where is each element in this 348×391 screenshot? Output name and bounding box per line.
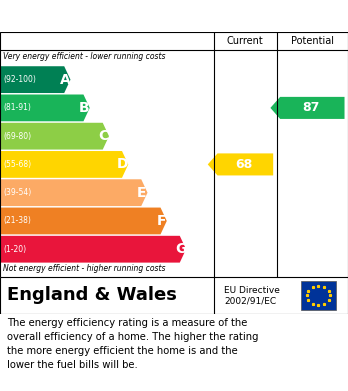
Text: E: E	[137, 186, 147, 200]
Text: EU Directive: EU Directive	[224, 286, 280, 295]
Polygon shape	[0, 236, 186, 263]
Text: (39-54): (39-54)	[3, 188, 32, 197]
Text: 2002/91/EC: 2002/91/EC	[224, 297, 277, 306]
Text: (92-100): (92-100)	[3, 75, 36, 84]
Bar	[301, 281, 336, 310]
Text: (81-91): (81-91)	[3, 103, 31, 112]
Polygon shape	[0, 123, 109, 149]
Text: (21-38): (21-38)	[3, 217, 31, 226]
Text: G: G	[175, 242, 186, 256]
Text: Energy Efficiency Rating: Energy Efficiency Rating	[69, 9, 279, 23]
Text: D: D	[117, 158, 128, 171]
Polygon shape	[0, 208, 167, 234]
Text: (55-68): (55-68)	[3, 160, 32, 169]
Polygon shape	[0, 151, 128, 178]
Text: A: A	[60, 73, 70, 87]
Text: Very energy efficient - lower running costs: Very energy efficient - lower running co…	[3, 52, 165, 61]
Text: Current: Current	[227, 36, 264, 46]
Text: F: F	[157, 214, 166, 228]
Text: 68: 68	[235, 158, 253, 171]
Text: Not energy efficient - higher running costs: Not energy efficient - higher running co…	[3, 264, 165, 273]
Polygon shape	[0, 95, 90, 121]
Polygon shape	[0, 66, 70, 93]
Text: The energy efficiency rating is a measure of the
overall efficiency of a home. T: The energy efficiency rating is a measur…	[7, 318, 259, 370]
Polygon shape	[270, 97, 345, 119]
Text: England & Wales: England & Wales	[7, 286, 177, 305]
Polygon shape	[208, 153, 273, 176]
Polygon shape	[0, 179, 148, 206]
Text: 87: 87	[302, 101, 319, 115]
Text: (69-80): (69-80)	[3, 132, 32, 141]
Text: C: C	[98, 129, 109, 143]
Text: (1-20): (1-20)	[3, 245, 26, 254]
Text: Potential: Potential	[291, 36, 334, 46]
Text: B: B	[79, 101, 89, 115]
